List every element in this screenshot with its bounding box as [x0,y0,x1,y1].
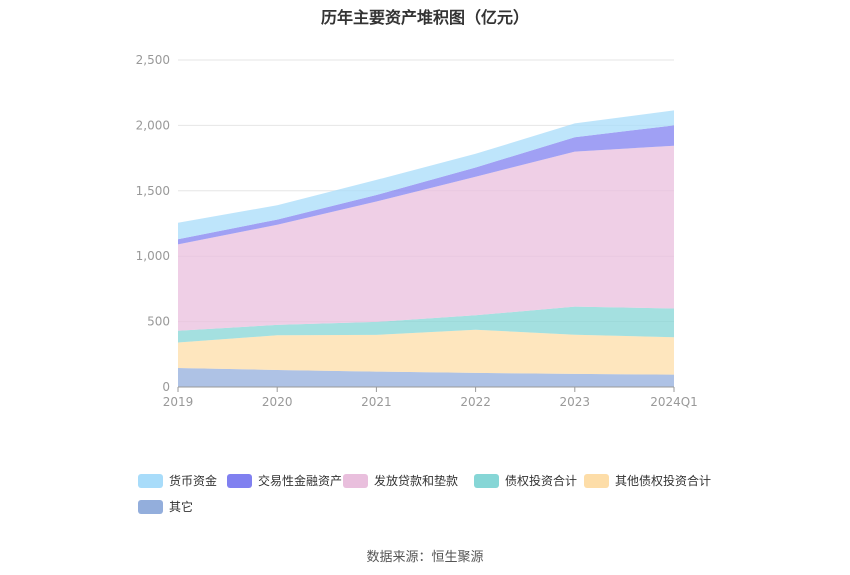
area-其它 [178,368,674,387]
legend-label: 其他债权投资合计 [615,474,712,488]
legend-swatch [138,499,163,514]
area-series [178,110,674,387]
legend-label: 发放贷款和垫款 [374,474,459,488]
legend-label: 货币资金 [169,474,218,488]
x-tick-label: 2019 [163,395,194,409]
area-债权投资合计 [178,306,674,343]
legend-item[interactable]: 发放贷款和垫款 [343,472,458,489]
legend-item[interactable]: 其它 [138,498,193,515]
legend-item[interactable]: 其他债权投资合计 [584,472,711,489]
x-tick-label: 2022 [460,395,491,409]
legend-label: 交易性金融资产 [258,474,343,488]
data-source: 数据来源：恒生聚源 [366,550,484,565]
area-其他债权投资合计 [178,329,674,375]
legend-swatch [474,473,499,488]
x-tick-label: 2021 [361,395,392,409]
legend-swatch [138,473,163,488]
y-tick-label: 0 [162,380,170,394]
y-tick-label: 2,500 [136,53,170,67]
legend-label: 其它 [169,500,194,514]
legend-item[interactable]: 货币资金 [138,472,217,489]
x-tick-label: 2024Q1 [650,395,698,409]
chart-title: 历年主要资产堆积图（亿元） [320,8,529,27]
legend-swatch [227,473,252,488]
legend-item[interactable]: 债权投资合计 [474,472,577,489]
legend-item[interactable]: 交易性金融资产 [227,472,342,489]
legend-swatch [343,473,368,488]
y-tick-label: 2,000 [136,118,170,132]
axes: 0 500 1,000 1,500 2,000 2,500 2019 2020 2021 2022… [136,53,698,409]
legend-label: 债权投资合计 [505,474,578,488]
y-tick-label: 1,000 [136,249,170,263]
area-货币资金 [178,110,674,240]
y-tick-label: 500 [147,315,170,329]
x-tick-label: 2023 [560,395,591,409]
area-交易性金融资产 [178,125,674,245]
x-tick-label: 2020 [262,395,293,409]
legend-swatch [584,473,609,488]
area-发放贷款和垫款 [178,145,674,331]
y-tick-label: 1,500 [136,184,170,198]
